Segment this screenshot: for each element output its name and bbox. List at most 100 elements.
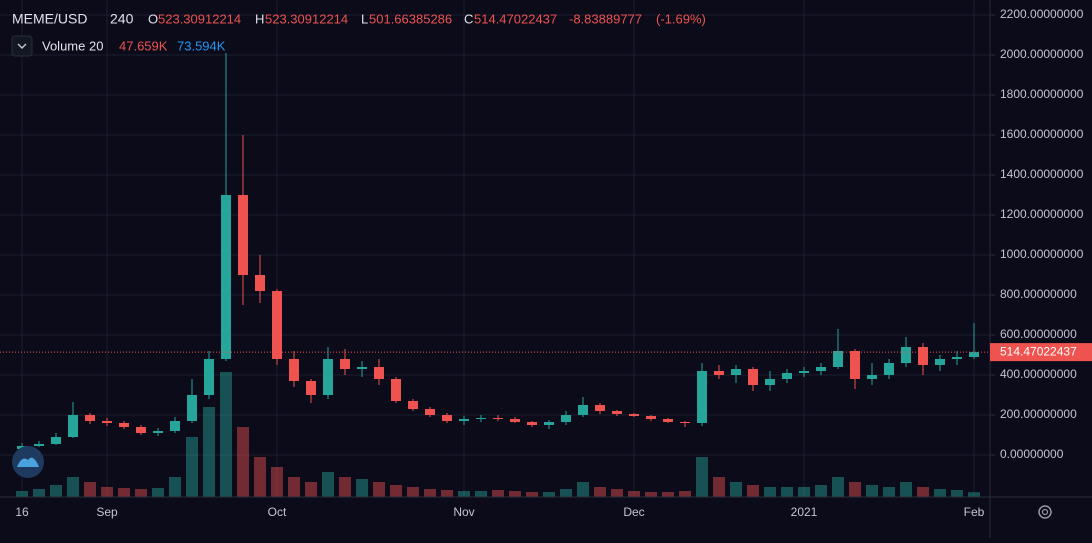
candle-body [323, 359, 333, 395]
candle-body [663, 419, 673, 422]
volume-bar [645, 492, 657, 497]
volume-bar [526, 492, 538, 497]
candle-body [238, 195, 248, 275]
candle-body [340, 359, 350, 369]
ohlc-value: 514.47022437 [474, 11, 557, 26]
volume-bar [934, 489, 946, 497]
y-tick-label: 1400.00000000 [1000, 167, 1084, 181]
volume-bar [424, 489, 436, 497]
candle-body [459, 419, 469, 421]
candle-body [595, 405, 605, 411]
last-price-label: 514.47022437 [1000, 344, 1077, 358]
candle-body [255, 275, 265, 291]
volume-pane [16, 372, 980, 497]
candle-body [510, 419, 520, 422]
grid [0, 0, 990, 497]
volume-bar [662, 492, 674, 497]
volume-bar [696, 457, 708, 497]
volume-bar [713, 477, 725, 497]
volume-bar [50, 485, 62, 497]
volume-bar [951, 490, 963, 497]
candle-body [833, 351, 843, 367]
last-price-badge [990, 343, 1092, 362]
volume-bar [968, 492, 980, 497]
settings-icon[interactable] [1038, 505, 1052, 519]
volume-bar [560, 489, 572, 497]
candle-body [527, 422, 537, 425]
candle-body [969, 352, 979, 357]
candle-body [918, 347, 928, 365]
x-tick-label: Oct [268, 505, 287, 519]
chevron-icon [17, 43, 27, 49]
volume-bar [33, 489, 45, 497]
y-tick-label: 2000.00000000 [1000, 47, 1084, 61]
candle-body [204, 359, 214, 395]
ohlc-label: L [361, 11, 368, 26]
volume-bar [849, 482, 861, 497]
ohlc-label: O [148, 11, 158, 26]
volume-bar [288, 477, 300, 497]
volume-bar [458, 491, 470, 497]
candle-body [629, 414, 639, 416]
candle-body [136, 427, 146, 433]
change-pct: (-1.69%) [656, 11, 706, 26]
y-tick-label: 1800.00000000 [1000, 87, 1084, 101]
candle-body [714, 371, 724, 375]
y-tick-label: 1200.00000000 [1000, 207, 1084, 221]
y-tick-label: 2200.00000000 [1000, 7, 1084, 21]
candle-body [357, 367, 367, 369]
candle-body [799, 371, 809, 373]
volume-bar [390, 485, 402, 497]
candle-body [612, 411, 622, 414]
candle-body [272, 291, 282, 359]
volume-bar [611, 489, 623, 497]
candle-body [476, 418, 486, 419]
candle-body [646, 416, 656, 419]
candle-body [578, 405, 588, 415]
symbol: MEME/USD [12, 11, 87, 27]
candle-body [68, 415, 78, 437]
volume-bar [407, 487, 419, 497]
y-tick-label: 400.00000000 [1000, 367, 1077, 381]
change: -8.83889777 [569, 11, 642, 26]
volume-bar [254, 457, 266, 497]
volume-bar [866, 485, 878, 497]
candle-body [119, 423, 129, 427]
collapse-button[interactable] [11, 35, 33, 57]
candle-body [782, 373, 792, 379]
x-tick-label: Feb [964, 505, 985, 519]
volume-bar [339, 477, 351, 497]
candle-body [374, 367, 384, 379]
y-tick-label: 600.00000000 [1000, 327, 1077, 341]
candle-body [34, 444, 44, 446]
volume-bar [509, 491, 521, 497]
candles [17, 53, 979, 450]
candle-body [289, 359, 299, 381]
volume-bar [679, 491, 691, 497]
volume-bar [815, 485, 827, 497]
candle-body [901, 347, 911, 363]
x-tick-label: 2021 [791, 505, 818, 519]
candle-body [544, 422, 554, 425]
volume-value: 47.659K [119, 38, 168, 53]
candle-body [102, 421, 112, 423]
header: MEME/USD 240 O 523.30912214 H 523.309122… [11, 11, 706, 57]
volume-bar [543, 492, 555, 497]
volume-bar [441, 490, 453, 497]
volume-bar [271, 467, 283, 497]
volume-bar [84, 482, 96, 497]
y-tick-label: 0.00000000 [1000, 447, 1064, 461]
candle-body [561, 415, 571, 422]
candle-body [867, 375, 877, 379]
volume-bar [577, 482, 589, 497]
y-tick-label: 200.00000000 [1000, 407, 1077, 421]
candle-body [51, 437, 61, 444]
volume-bar [356, 479, 368, 497]
volume-bar [373, 482, 385, 497]
volume-bar [305, 482, 317, 497]
candle-body [731, 369, 741, 375]
candle-body [442, 415, 452, 421]
